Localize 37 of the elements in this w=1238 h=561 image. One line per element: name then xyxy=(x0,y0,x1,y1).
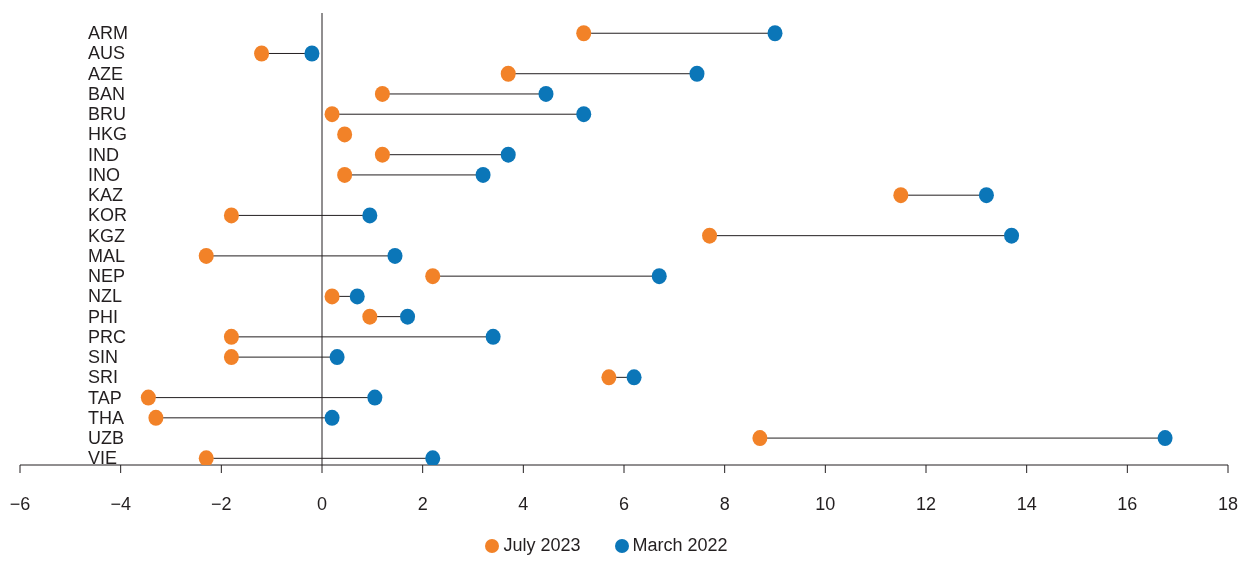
y-tick-label: THA xyxy=(88,407,124,428)
x-tick-label: 14 xyxy=(1016,493,1037,514)
y-tick-label: KAZ xyxy=(88,185,124,206)
y-tick-label: SRI xyxy=(88,367,119,388)
y-tick-label: PRC xyxy=(88,326,127,347)
x-tick-label: 2 xyxy=(417,493,428,514)
x-tick-label: −2 xyxy=(211,493,232,514)
y-tick-label: AZE xyxy=(88,63,124,84)
x-tick-label: 10 xyxy=(815,493,836,514)
x-tick-label: 16 xyxy=(1117,493,1138,514)
y-tick-label: SIN xyxy=(88,347,119,368)
y-tick-label: KOR xyxy=(88,205,128,226)
y-tick-label: INO xyxy=(88,164,121,185)
legend-label: July 2023 xyxy=(503,535,581,555)
y-tick-label: IND xyxy=(88,144,119,165)
y-tick-label: BRU xyxy=(88,104,127,125)
y-tick-label: HKG xyxy=(88,124,128,145)
x-tick-label: 18 xyxy=(1217,493,1238,514)
x-tick-label: 12 xyxy=(915,493,937,514)
y-tick-label: KGZ xyxy=(88,225,126,246)
y-tick-label: BAN xyxy=(88,83,126,104)
y-tick-label: VIE xyxy=(88,448,118,469)
y-tick-label: MAL xyxy=(88,245,126,266)
x-tick-label: −6 xyxy=(9,493,31,514)
y-tick-label: TAP xyxy=(88,387,122,408)
x-tick-label: 6 xyxy=(618,493,630,514)
y-tick-label: NEP xyxy=(88,266,126,287)
y-tick-label: UZB xyxy=(88,428,124,449)
y-tick-label: NZL xyxy=(88,286,123,307)
x-tick-label: 8 xyxy=(719,493,730,514)
y-tick-label: AUS xyxy=(88,43,126,64)
y-tick-label: ARM xyxy=(88,23,128,44)
x-tick-label: −4 xyxy=(110,493,131,514)
x-tick-label: 4 xyxy=(518,493,529,514)
x-tick-label: 0 xyxy=(316,493,328,514)
legend-label: March 2022 xyxy=(632,535,728,555)
y-tick-label: PHI xyxy=(88,306,119,327)
